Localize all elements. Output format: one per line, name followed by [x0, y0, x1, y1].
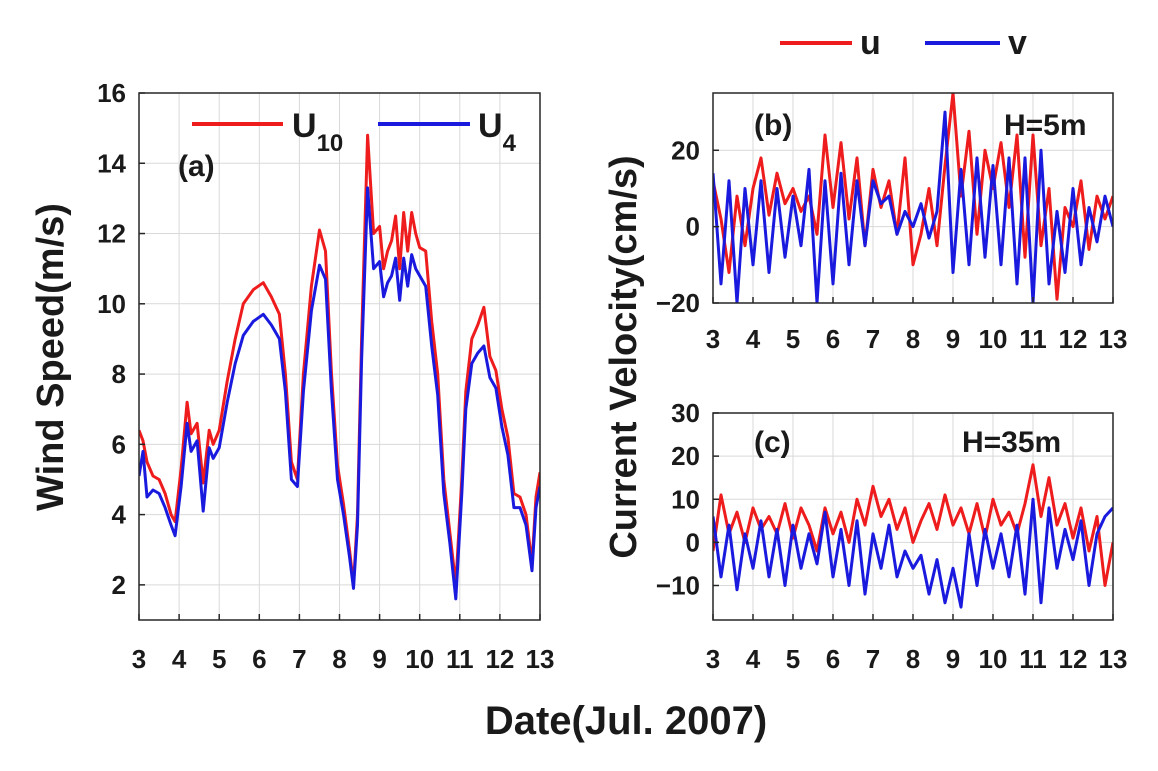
panel-c-ytick-label: −10 — [656, 571, 700, 601]
panel-a-legend: U10 U4 — [192, 107, 517, 157]
figure-xlabel: Date(Jul. 2007) — [485, 699, 767, 743]
panel-c-series-u-line — [713, 463, 1113, 587]
panel-c-xtick-label: 10 — [979, 644, 1008, 674]
panel-a-xtick-label: 5 — [212, 644, 226, 674]
panel-c-annotation: H=35m — [962, 426, 1061, 459]
panel-a-xtick-label: 13 — [526, 644, 555, 674]
panel-b-xtick-label: 10 — [979, 324, 1008, 354]
panel-c-ytick-label: 0 — [686, 527, 700, 557]
panel-b-xtick-label: 9 — [946, 324, 960, 354]
panel-a-ytick-label: 14 — [97, 148, 126, 178]
panel-b-label: (b) — [754, 109, 792, 142]
panel-a-xtick-label: 4 — [172, 644, 187, 674]
panel-b-xtick-label: 13 — [1099, 324, 1128, 354]
panel-c-xtick-label: 8 — [906, 644, 920, 674]
panel-c-series-v-line — [713, 497, 1113, 609]
panel-b-xtick-label: 5 — [786, 324, 800, 354]
panel-a-xtick-label: 10 — [405, 644, 434, 674]
panel-a-ytick-label: 10 — [97, 289, 126, 319]
panel-c-ytick-label: 30 — [671, 398, 700, 428]
panel-a-xtick-label: 11 — [446, 644, 474, 674]
right-panels-ylabel: Current Velocity(cm/s) — [603, 155, 645, 558]
legend-u4-label: U4 — [478, 107, 517, 157]
panel-a-xtick-label: 8 — [332, 644, 346, 674]
top-legend: u v — [780, 24, 1027, 62]
panel-b-xtick-label: 4 — [746, 324, 761, 354]
panel-a-ytick-label: 12 — [97, 219, 126, 249]
panel-b-current-5m: 3 4 5 6 7 8 9 10 11 12 13 −20 0 20 (b) H=5m — [656, 92, 1128, 354]
panel-a-ytick-label: 16 — [97, 78, 126, 108]
panel-c-xtick-label: 6 — [826, 644, 840, 674]
panel-c-xtick-label: 11 — [1019, 644, 1047, 674]
panel-b-axes-frame — [712, 92, 1114, 304]
panel-b-xtick-label: 3 — [706, 324, 720, 354]
panel-a-xtick-label: 12 — [485, 644, 514, 674]
panel-c-xtick-label: 13 — [1099, 644, 1128, 674]
panel-b-xtick-label: 7 — [866, 324, 880, 354]
panel-c-xtick-label: 4 — [746, 644, 761, 674]
panel-a-xtick-label: 9 — [372, 644, 386, 674]
panel-b-ytick-label: −20 — [656, 288, 700, 318]
panel-b-xtick-label: 12 — [1059, 324, 1088, 354]
panel-c-xtick-label: 5 — [786, 644, 800, 674]
panel-c-xtick-label: 9 — [946, 644, 960, 674]
panel-a-xtick-label: 7 — [292, 644, 306, 674]
panel-a-xtick-label: 6 — [252, 644, 266, 674]
panel-a-ytick-label: 8 — [112, 359, 126, 389]
panel-b-ytick-label: 0 — [686, 212, 700, 242]
panel-c-label: (c) — [754, 426, 791, 459]
panel-b-series-u-line — [713, 93, 1113, 301]
panel-a-ylabel: Wind Speed(m/s) — [30, 203, 72, 511]
panel-b-annotation: H=5m — [1004, 109, 1087, 142]
panel-c-xtick-label: 7 — [866, 644, 880, 674]
top-legend-v-label: v — [1008, 24, 1027, 62]
panel-a-axes-frame — [138, 92, 541, 621]
top-legend-u-label: u — [860, 24, 881, 62]
panel-c-xtick-label: 12 — [1059, 644, 1088, 674]
panel-b-xtick-label: 6 — [826, 324, 840, 354]
panel-a-xtick-label: 3 — [132, 644, 146, 674]
panel-c-current-35m: 3 4 5 6 7 8 9 10 11 12 13 −10 0 10 20 30 (c) H=35m — [656, 398, 1128, 674]
panel-c-axes-frame — [712, 412, 1114, 621]
panel-b-xtick-label: 11 — [1019, 324, 1047, 354]
panel-a-series-u4-line — [139, 186, 540, 601]
panel-c-ytick-label: 10 — [671, 484, 700, 514]
panel-a-ytick-label: 6 — [112, 429, 126, 459]
panel-c-ytick-label: 20 — [671, 441, 700, 471]
panel-a-ytick-label: 4 — [112, 500, 127, 530]
panel-c-xtick-label: 3 — [706, 644, 720, 674]
panel-a-ytick-label: 2 — [112, 570, 126, 600]
legend-u10-label: U10 — [292, 107, 343, 157]
panel-b-series-v-line — [713, 110, 1113, 303]
panel-b-ytick-label: 20 — [671, 135, 700, 165]
panel-a-label: (a) — [178, 150, 215, 183]
panel-b-xtick-label: 8 — [906, 324, 920, 354]
